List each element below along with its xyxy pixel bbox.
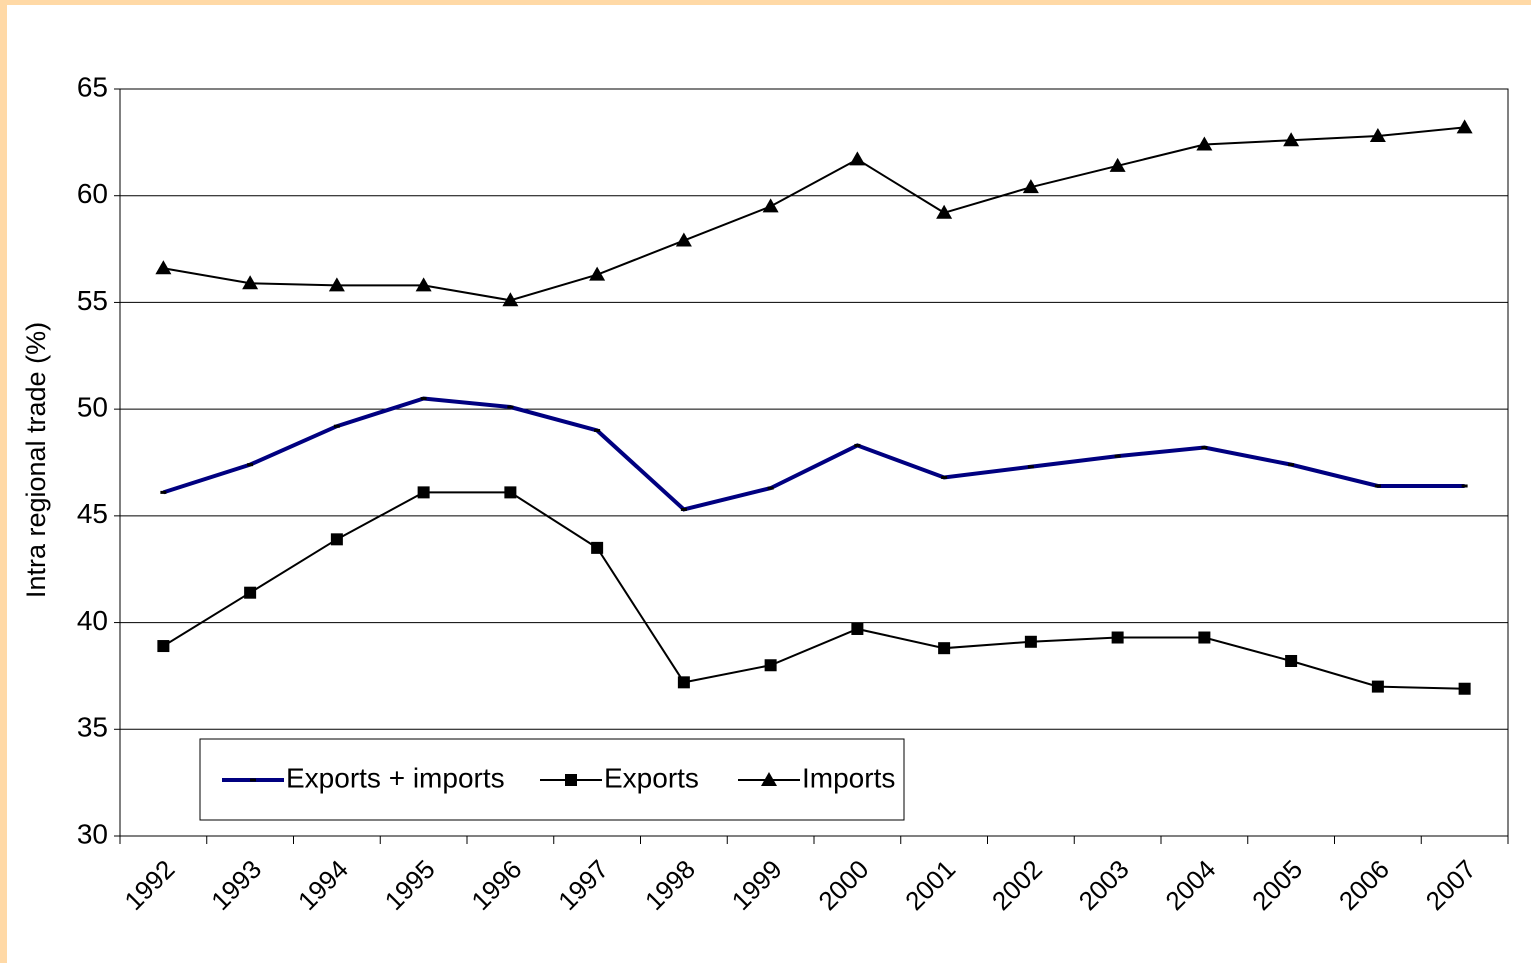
marker-triangle [328, 277, 345, 292]
marker-dash [941, 475, 948, 479]
marker-dash [507, 405, 514, 409]
x-tick-label: 1999 [726, 854, 788, 916]
marker-triangle [1196, 136, 1213, 151]
marker-square [244, 586, 257, 599]
marker-dash [247, 463, 254, 467]
marker-square [565, 774, 577, 786]
marker-square [157, 640, 170, 653]
y-tick-label: 45 [77, 498, 108, 529]
marker-triangle [1022, 179, 1039, 194]
marker-square [1285, 654, 1298, 667]
marker-triangle [675, 232, 692, 247]
y-tick-label: 35 [77, 712, 108, 743]
legend-label: Imports [802, 762, 895, 793]
marker-triangle [762, 198, 779, 213]
x-tick-label: 2003 [1073, 854, 1135, 916]
marker-dash [1288, 463, 1295, 467]
y-axis-label: Intra regional trade (%) [21, 322, 51, 598]
marker-square [851, 622, 864, 635]
marker-triangle [415, 277, 432, 292]
x-tick-label: 1998 [639, 854, 701, 916]
y-tick-label: 65 [77, 71, 108, 102]
series-line [162, 396, 1465, 512]
marker-dash [1114, 454, 1121, 458]
series-line [162, 491, 1465, 690]
marker-dash [767, 486, 774, 490]
x-tick-label: 2001 [899, 854, 961, 916]
legend-label: Exports [604, 762, 699, 793]
x-tick-label: 2004 [1159, 854, 1221, 916]
marker-triangle [502, 292, 519, 307]
marker-square [677, 676, 690, 689]
marker-square [938, 642, 951, 655]
marker-triangle [849, 151, 866, 166]
x-tick-label: 2006 [1333, 854, 1395, 916]
x-tick-label: 2000 [812, 854, 874, 916]
x-tick-label: 1993 [205, 854, 267, 916]
marker-triangle [242, 275, 259, 290]
x-tick-label: 2005 [1246, 854, 1308, 916]
plot-area [119, 88, 1509, 837]
marker-triangle [1456, 119, 1473, 134]
x-tick-label: 1996 [465, 854, 527, 916]
marker-dash [854, 443, 861, 447]
marker-dash [1201, 446, 1208, 450]
marker-square [1198, 631, 1211, 644]
legend-label: Exports + imports [286, 762, 505, 793]
y-tick-label: 55 [77, 285, 108, 316]
x-tick-label: 1994 [292, 854, 354, 916]
y-tick-label: 60 [77, 178, 108, 209]
marker-dash [1027, 465, 1034, 469]
marker-square [1024, 635, 1037, 648]
marker-square [1458, 682, 1471, 695]
marker-dash [333, 424, 340, 428]
marker-dash [594, 428, 601, 432]
marker-square [591, 541, 604, 554]
x-tick-label: 2002 [986, 854, 1048, 916]
y-tick-label: 50 [77, 392, 108, 423]
marker-dash [250, 778, 256, 782]
marker-dash [1461, 484, 1468, 488]
marker-square [330, 533, 343, 546]
marker-dash [420, 396, 427, 400]
marker-triangle [761, 772, 777, 786]
marker-dash [160, 490, 167, 494]
marker-dash [680, 507, 687, 511]
y-tick-label: 40 [77, 605, 108, 636]
x-tick-label: 1992 [118, 854, 180, 916]
x-tick-label: 1997 [552, 854, 614, 916]
marker-triangle [589, 266, 606, 281]
marker-square [764, 659, 777, 672]
y-tick-label: 30 [77, 818, 108, 849]
x-tick-label: 1995 [379, 854, 441, 916]
marker-triangle [1369, 127, 1386, 142]
x-tick-label: 2007 [1420, 854, 1482, 916]
series-line [163, 126, 1465, 302]
marker-dash [1374, 484, 1381, 488]
marker-square [417, 486, 430, 499]
marker-square [1371, 680, 1384, 693]
marker-square [504, 486, 517, 499]
marker-square [1111, 631, 1124, 644]
marker-triangle [936, 204, 953, 219]
marker-triangle [1283, 132, 1300, 147]
marker-triangle [155, 260, 172, 275]
marker-triangle [1109, 157, 1126, 172]
